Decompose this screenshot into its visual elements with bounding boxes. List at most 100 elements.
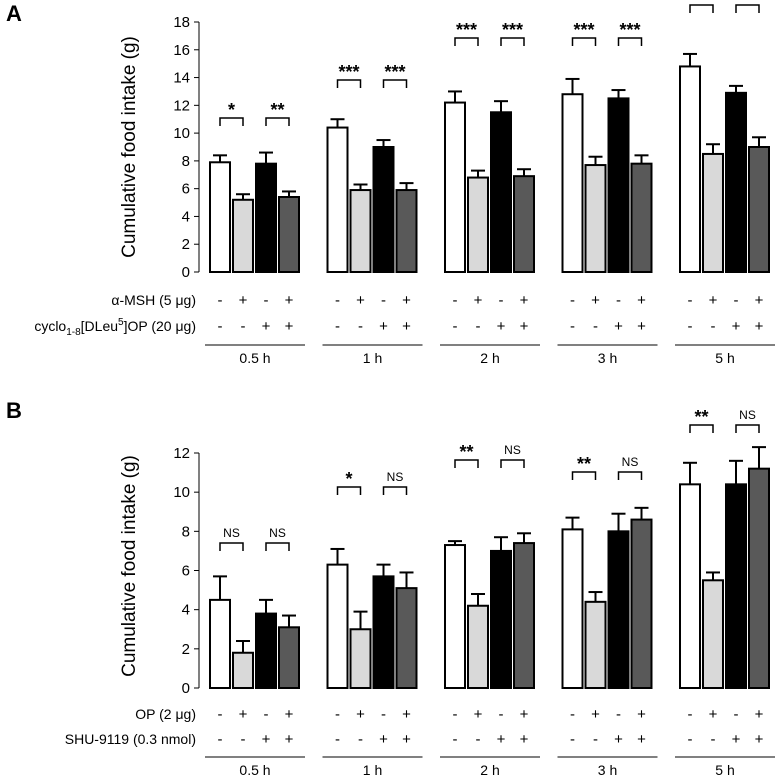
- pa-sign: +: [591, 292, 600, 309]
- pb-sig-label: **: [694, 407, 708, 427]
- pb-sign: -: [241, 731, 246, 748]
- pb-bar: [232, 651, 254, 689]
- pb-sign: +: [356, 706, 365, 723]
- pa-bar: [209, 161, 231, 273]
- pb-sig-bracket: [689, 424, 714, 433]
- pa-bar: [584, 164, 607, 273]
- pb-sign: -: [570, 706, 575, 723]
- pb-sign: -: [358, 731, 363, 748]
- pa-sign: +: [520, 318, 529, 335]
- pa-sign: +: [520, 292, 529, 309]
- pa-sign: +: [262, 318, 271, 335]
- pa-bar: [702, 152, 724, 273]
- pa-bar: [467, 176, 489, 273]
- pb-y-tick-label: 4: [182, 602, 190, 619]
- pb-sign: +: [402, 731, 411, 748]
- pb-sign: +: [285, 731, 294, 748]
- pb-sign: +: [591, 706, 600, 723]
- pb-category-label: 2 h: [480, 762, 499, 778]
- pa-sig-label: ***: [619, 20, 640, 40]
- pb-y-tick-label: 2: [182, 641, 190, 658]
- pb-y-tick-label: 8: [182, 523, 190, 540]
- y-axis-label-a: Cumulative food intake (g): [119, 36, 140, 258]
- pb-sign: +: [520, 731, 529, 748]
- pa-row-label-part: ]OP (20 μg): [124, 318, 196, 334]
- pa-row-label-part: 1-8: [66, 327, 81, 338]
- pb-sign: -: [688, 731, 693, 748]
- pa-sign: +: [637, 292, 646, 309]
- pa-row-label-1: cyclo1-8[DLeu5]OP (20 μg): [34, 317, 196, 338]
- pb-sig-label: NS: [622, 455, 639, 469]
- pa-sig-label: ***: [502, 20, 523, 40]
- panel-label-b: B: [6, 398, 22, 423]
- pa-sig-label: ***: [573, 20, 594, 40]
- pa-row-label-part: cyclo: [34, 318, 66, 334]
- pa-sign: +: [732, 318, 741, 335]
- pb-bar: [725, 483, 747, 690]
- pb-sig-bracket: [382, 486, 408, 495]
- pb-sig-bracket: [336, 486, 362, 495]
- pb-bar: [395, 587, 418, 689]
- pa-sig-label: ***: [737, 0, 758, 7]
- pa-row-label-part: 5: [118, 317, 124, 328]
- pa-category-label: 2 h: [480, 350, 499, 366]
- pb-sign: +: [732, 731, 741, 748]
- pb-category-label: 5 h: [715, 762, 734, 778]
- pb-sign: -: [476, 731, 481, 748]
- pb-bar: [490, 549, 512, 690]
- pa-bar: [444, 101, 466, 273]
- pa-category-label: 1 h: [363, 350, 382, 366]
- pa-y-tick-label: 6: [182, 181, 190, 198]
- pa-sig-bracket: [454, 37, 479, 46]
- pa-sig-bracket: [336, 79, 362, 88]
- pb-bar: [349, 628, 372, 689]
- pa-sign: -: [264, 292, 269, 309]
- pa-sign: -: [453, 292, 458, 309]
- pa-y-tick-label: 14: [173, 70, 190, 87]
- pb-sign: -: [264, 706, 269, 723]
- pb-row-label-0: OP (2 μg): [135, 706, 196, 722]
- pb-bar: [748, 467, 770, 689]
- pa-bar: [232, 198, 254, 273]
- pb-sign: -: [381, 706, 386, 723]
- pb-bar: [702, 579, 724, 690]
- pa-bar: [725, 91, 747, 274]
- pa-row-label-part: [DLeu: [81, 318, 118, 334]
- pa-category-label: 0.5 h: [239, 350, 270, 366]
- pb-bar: [255, 612, 277, 689]
- pb-sign: -: [499, 706, 504, 723]
- pb-sig-bracket: [500, 459, 525, 468]
- pb-sig-bracket: [735, 424, 760, 433]
- pb-bar: [513, 542, 535, 689]
- pa-sign: +: [614, 318, 623, 335]
- pa-sign: +: [755, 292, 764, 309]
- pa-y-tick-label: 2: [182, 236, 190, 253]
- pb-y-tick-label: 12: [173, 445, 190, 462]
- pa-sign: -: [688, 292, 693, 309]
- pb-category-label: 3 h: [598, 762, 617, 778]
- pb-sign: +: [239, 706, 248, 723]
- pa-sign: +: [474, 292, 483, 309]
- pb-sign: -: [453, 731, 458, 748]
- pa-sign: -: [570, 292, 575, 309]
- panel-label-a: A: [6, 1, 22, 26]
- pa-sig-bracket: [571, 37, 597, 46]
- pb-sig-label: NS: [269, 526, 286, 540]
- pa-sig-bracket: [500, 37, 525, 46]
- pa-sig-label: ***: [691, 0, 712, 7]
- pb-sign: -: [616, 706, 621, 723]
- pa-sig-bracket: [689, 4, 714, 13]
- pa-sign: -: [335, 318, 340, 335]
- pa-bar: [630, 162, 653, 274]
- pb-sign: +: [709, 706, 718, 723]
- pa-bar: [607, 97, 630, 273]
- pa-sign: +: [379, 318, 388, 335]
- pb-sig-label: *: [345, 469, 352, 489]
- pa-sign: -: [453, 318, 458, 335]
- pa-sig-bracket: [219, 117, 244, 126]
- pa-y-tick-label: 0: [182, 264, 190, 281]
- pb-category-label: 1 h: [363, 762, 382, 778]
- pa-sign: -: [218, 318, 223, 335]
- pa-sig-bracket: [735, 4, 760, 13]
